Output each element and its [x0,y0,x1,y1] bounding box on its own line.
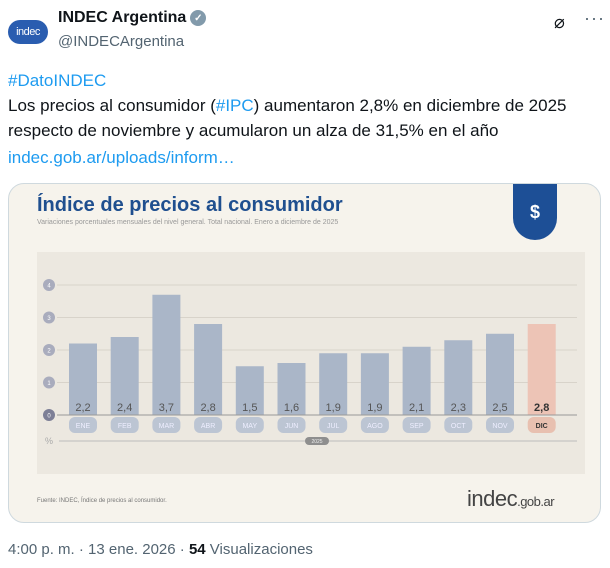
value-label: 1,5 [242,402,257,414]
month-pill [110,417,139,433]
x-axis-label: 2025 [311,439,322,445]
bar-sep [402,346,431,415]
month-label: DIC [536,423,548,430]
author-name[interactable]: INDEC Argentina ✓ [58,9,207,27]
value-label: 2,1 [409,402,424,414]
y-tick-label: 2 [47,349,51,355]
y-tick-dot [43,376,55,389]
value-label: 2,5 [492,402,507,414]
tweet-body: Los precios al consumidor (#IPC) aumenta… [8,93,603,143]
bar-feb [110,337,139,415]
value-label: 2,2 [75,402,90,414]
month-pill [194,417,223,433]
logo-suffix: .gob.ar [517,494,555,509]
month-label: AGO [367,423,383,430]
month-label: OCT [451,423,467,430]
ipc-hashtag-link[interactable]: #IPC [215,96,254,115]
bar-mar [152,294,181,415]
month-pill [444,417,473,433]
bar-ene [69,343,97,415]
value-label: 2,8 [534,402,549,414]
month-pill [69,417,97,433]
chart-panel: 0 1 2 3 4 2,2 ENE 2,4 FEB 3,7 MAR 2,8 ABR 1,5 MAY 1,6 JU… [37,252,585,474]
bar-jun [277,363,306,415]
logo-text: indec [467,486,518,511]
bar-nov [486,333,514,415]
month-pill [235,417,264,433]
value-label: 2,8 [200,402,215,414]
verified-badge-icon: ✓ [190,10,207,26]
month-pill [402,417,431,433]
views-label: Visualizaciones [205,541,313,558]
value-label: 3,7 [159,402,174,414]
bar-ago [360,353,389,415]
indec-logo: indec.gob.ar [467,486,555,512]
month-label: FEB [118,423,132,430]
bar-abr [194,324,223,415]
y-tick-label: 3 [47,316,51,322]
y-tick-dot [43,409,55,421]
body-text: ) aumentaron 2,8% en diciembre de 2025 r… [8,96,567,140]
avatar[interactable]: indec [8,20,48,44]
tweet-time[interactable]: 4:00 p. m. [8,541,75,558]
value-label: 1,6 [284,402,299,414]
body-text: Los precios al consumidor ( [8,96,216,115]
value-label: 1,9 [367,402,382,414]
month-pill [486,417,514,433]
month-pill [319,417,348,433]
value-label: 1,9 [326,402,341,414]
month-label: JUN [285,423,299,430]
chart-subtitle: Variaciones porcentuales mensuales del n… [37,219,339,226]
month-label: JUL [327,423,340,430]
month-label: MAR [159,423,175,430]
author-handle[interactable]: @INDECArgentina [58,33,185,50]
article-link[interactable]: indec.gob.ar/uploads/inform… [8,148,235,167]
value-label: 2,4 [117,402,132,414]
author-name-text[interactable]: INDEC Argentina [58,9,187,26]
y-tick-label: 4 [47,284,51,290]
grok-icon[interactable]: ⌀ [554,12,565,32]
chart-title: Índice de precios al consumidor [37,194,343,216]
bar-oct [444,340,473,415]
month-pill [277,417,306,433]
month-pill [360,417,389,433]
month-label: NOV [492,423,508,430]
month-label: ABR [201,423,215,430]
month-pill [527,417,556,433]
y-tick-label: 1 [47,381,51,387]
price-tag-icon: $ [513,184,557,240]
tweet-meta: 4:00 p. m. · 13 ene. 2026 · 54 Visualiza… [8,541,313,558]
month-pill [152,417,181,433]
bar-may [235,366,264,415]
year-pill [305,437,329,445]
views-count: 54 [188,541,206,558]
chart-source: Fuente: INDEC, Índice de precios al cons… [37,498,167,504]
month-label: ENE [76,423,91,430]
month-label: SEP [410,423,424,430]
tweet-date: · 13 ene. 2026 · [74,541,189,558]
hashtag-link[interactable]: #DatoINDEC [8,71,107,90]
y-axis-label: % [45,436,53,446]
bar-jul [319,353,348,415]
more-icon[interactable]: ··· [584,8,605,28]
y-tick-label: 0 [47,414,51,420]
bar-chart: 0 1 2 3 4 2,2 ENE 2,4 FEB 3,7 MAR 2,8 ABR 1,5 MAY 1,6 JU… [43,279,577,446]
value-label: 2,3 [451,402,466,414]
y-tick-dot [43,279,55,291]
month-label: MAY [242,423,257,430]
bar-dic [527,324,556,415]
y-tick-dot [43,344,55,356]
chart-image[interactable]: Índice de precios al consumidor Variacio… [8,183,601,523]
y-tick-dot [43,311,55,324]
